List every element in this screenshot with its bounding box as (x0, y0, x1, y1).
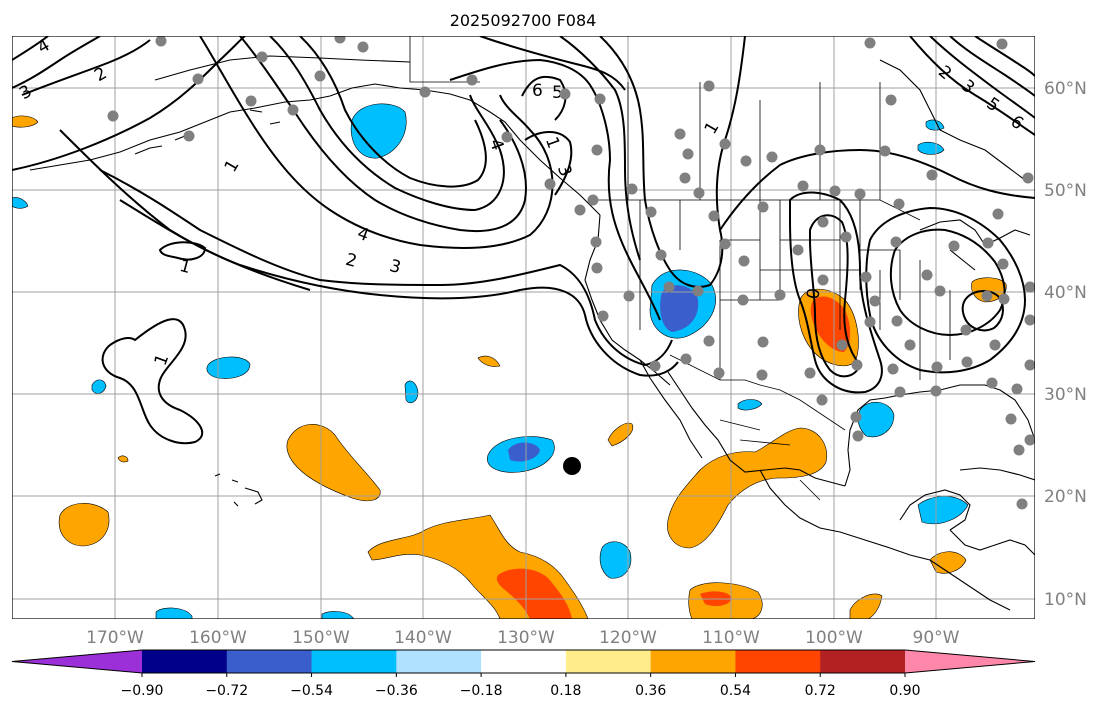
colorbar-segment (650, 650, 736, 673)
positive-anomaly-west-pac (58, 503, 110, 547)
contour-label: 2 (343, 250, 359, 272)
negative-anomaly-small-b (91, 379, 107, 394)
colorbar-segment (735, 650, 821, 673)
colorbar-tick-label: 0.90 (889, 683, 920, 699)
negative-anomaly-mexico-small (737, 399, 763, 411)
negative-anomaly-small-a (404, 380, 419, 404)
colorbar-segment (142, 650, 228, 673)
contour-label: 5 (552, 83, 563, 103)
negative-anomaly-alaska-gulf (350, 103, 407, 159)
positive-anomaly-tropical-core (496, 568, 572, 619)
negative-anomaly-pacific-storm-core (508, 442, 540, 462)
negative-anomaly-yucatan (917, 496, 969, 525)
positive-anomaly-small-a (607, 422, 634, 447)
longitude-label: 100°W (805, 628, 863, 648)
coastlines (29, 55, 1035, 611)
positive-anomaly-left-top (12, 115, 39, 128)
negative-anomaly-canada-small2 (925, 119, 945, 131)
colorbar-tick-label: −0.36 (375, 683, 418, 699)
colorbar-segment (565, 650, 652, 673)
storm-center-marker (563, 457, 581, 475)
positive-anomaly-small-b (477, 355, 501, 367)
longitude-axis: 170°W 160°W 150°W 140°W 130°W 120°W 110°… (86, 628, 960, 648)
map-panel: 1 2 3 4 5 6 1 1 1 2 3 4 5 6 3 1 4 2 3 1 … (12, 36, 1035, 619)
longitude-label: 170°W (86, 628, 144, 648)
contour-label: 0 (803, 287, 825, 301)
longitude-label: 120°W (599, 628, 657, 648)
latitude-axis: 60°N 50°N 40°N 30°N 20°N 10°N (1044, 79, 1087, 610)
longitude-label: 160°W (189, 628, 247, 648)
colorbar-tick-label: −0.72 (205, 683, 248, 699)
station-dots (107, 36, 1035, 510)
colorbar-extend-min (12, 650, 142, 673)
negative-anomaly-great-basin-core (660, 285, 699, 332)
map-title: 2025092700 F084 (450, 11, 597, 30)
contour-label: 3 (387, 256, 403, 278)
colorbar-tick-label: 0.36 (635, 683, 666, 699)
colorbar-extend-max (905, 650, 1035, 673)
graticule (12, 36, 1035, 619)
colorbar-tick-label: −0.18 (460, 683, 503, 699)
latitude-label: 30°N (1044, 385, 1087, 405)
negative-anomaly-eastpac (599, 541, 632, 579)
latitude-label: 60°N (1044, 79, 1087, 99)
positive-anomaly-central-america (929, 551, 967, 574)
latitude-label: 40°N (1044, 283, 1087, 303)
negative-anomaly-gulf (857, 402, 895, 438)
colorbar-tick-label: 0.18 (550, 683, 581, 699)
colorbar-tick-label: −0.54 (290, 683, 333, 699)
colorbar-segment (311, 650, 397, 673)
negative-anomaly-canada-small (917, 141, 945, 155)
colorbar-segment (396, 650, 482, 673)
longitude-label: 140°W (394, 628, 452, 648)
longitude-label: 150°W (292, 628, 350, 648)
positive-anomaly-subtropic-a (286, 424, 381, 502)
positive-anomaly-bottom-right (849, 593, 883, 619)
colorbar-tick-label: 0.72 (805, 683, 836, 699)
longitude-label: 90°W (913, 628, 960, 648)
latitude-label: 20°N (1044, 487, 1087, 507)
positive-anomaly-hawaii (117, 455, 129, 463)
colorbar-tick-label: 0.54 (720, 683, 751, 699)
colorbar-tick-label: −0.90 (121, 683, 164, 699)
positive-anomaly-mexico (667, 427, 828, 549)
contour-label: 1 (177, 256, 193, 278)
colorbar: −0.90 −0.72 −0.54 −0.36 −0.18 0.18 0.36 0.54 0.7… (11, 649, 1036, 699)
negative-anomaly-bottom-mid (321, 611, 355, 619)
latitude-label: 10°N (1044, 590, 1087, 610)
contour-label: 6 (532, 81, 543, 101)
negative-anomaly-left-edge (12, 197, 29, 209)
longitude-label: 110°W (702, 628, 760, 648)
colorbar-segment (226, 650, 313, 673)
latitude-label: 50°N (1044, 181, 1087, 201)
colorbar-segment (481, 650, 567, 673)
colorbar-segment (820, 650, 906, 673)
longitude-label: 130°W (497, 628, 555, 648)
